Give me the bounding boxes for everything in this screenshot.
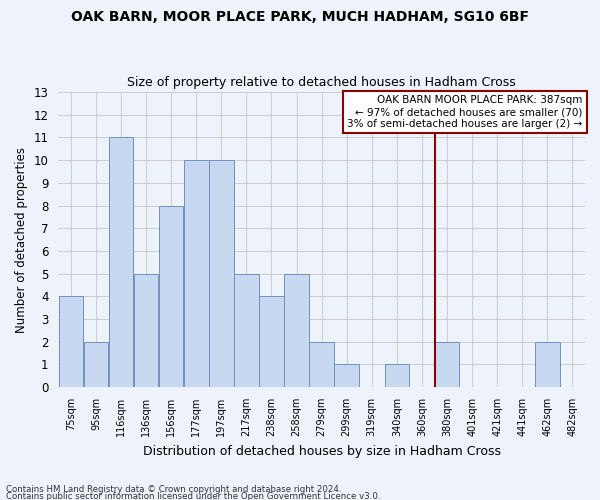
Bar	[59, 296, 83, 387]
Bar	[109, 138, 133, 387]
Bar	[159, 206, 184, 387]
Bar	[83, 342, 108, 387]
Bar	[385, 364, 409, 387]
Text: Contains public sector information licensed under the Open Government Licence v3: Contains public sector information licen…	[6, 492, 380, 500]
Text: Contains HM Land Registry data © Crown copyright and database right 2024.: Contains HM Land Registry data © Crown c…	[6, 486, 341, 494]
Bar	[209, 160, 233, 387]
Bar	[310, 342, 334, 387]
Bar	[435, 342, 460, 387]
Bar	[259, 296, 284, 387]
Bar	[284, 274, 309, 387]
Y-axis label: Number of detached properties: Number of detached properties	[15, 146, 28, 332]
Text: OAK BARN, MOOR PLACE PARK, MUCH HADHAM, SG10 6BF: OAK BARN, MOOR PLACE PARK, MUCH HADHAM, …	[71, 10, 529, 24]
Bar	[234, 274, 259, 387]
X-axis label: Distribution of detached houses by size in Hadham Cross: Distribution of detached houses by size …	[143, 444, 500, 458]
Bar	[535, 342, 560, 387]
Bar	[134, 274, 158, 387]
Title: Size of property relative to detached houses in Hadham Cross: Size of property relative to detached ho…	[127, 76, 516, 90]
Bar	[184, 160, 209, 387]
Bar	[334, 364, 359, 387]
Text: OAK BARN MOOR PLACE PARK: 387sqm
← 97% of detached houses are smaller (70)
3% of: OAK BARN MOOR PLACE PARK: 387sqm ← 97% o…	[347, 96, 583, 128]
